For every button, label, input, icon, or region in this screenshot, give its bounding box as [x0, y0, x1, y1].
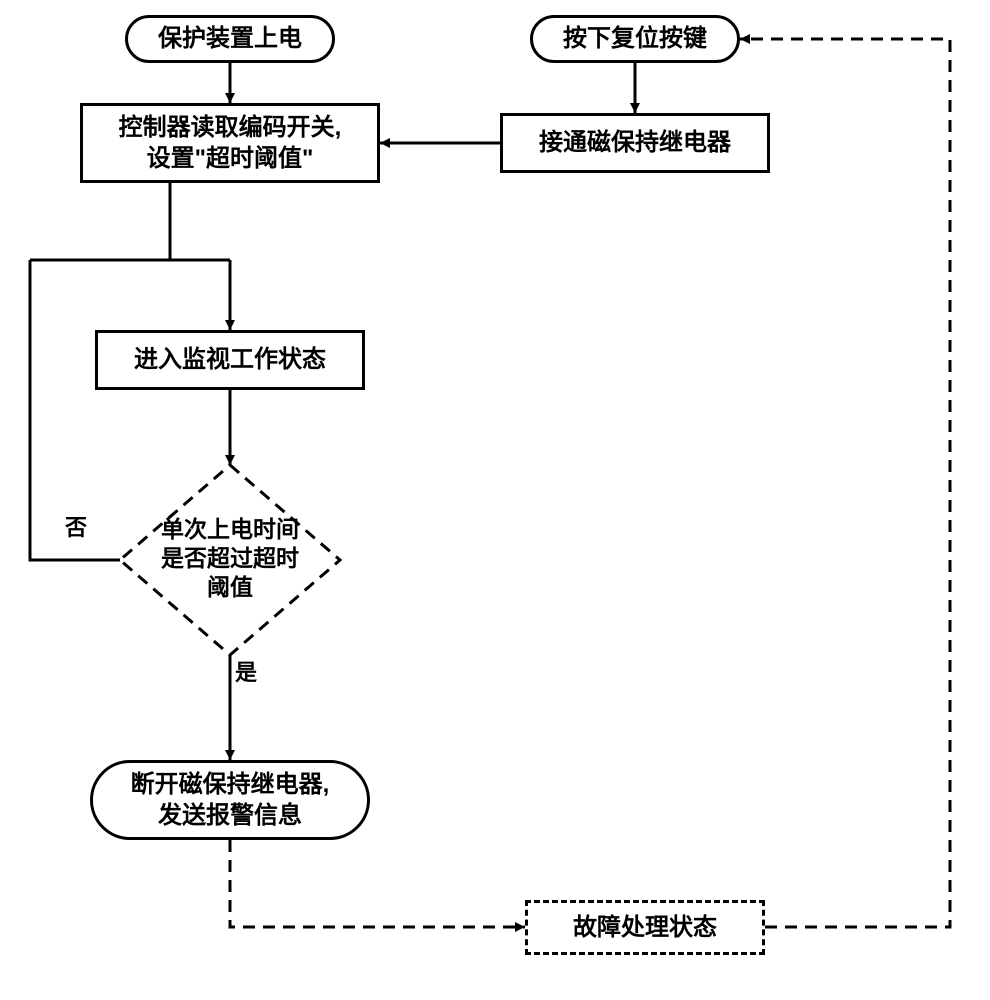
node-power-on: 保护装置上电	[125, 15, 335, 63]
node-label: 断开磁保持继电器,发送报警信息	[131, 769, 330, 831]
node-label: 保护装置上电	[158, 23, 302, 54]
edge-label-yes: 是	[235, 655, 257, 687]
node-read-encoder: 控制器读取编码开关,设置"超时阈值"	[80, 103, 380, 183]
node-label: 故障处理状态	[573, 912, 717, 943]
node-fault-handling: 故障处理状态	[525, 900, 765, 955]
node-label: 接通磁保持继电器	[539, 127, 731, 158]
edge-label-no: 否	[65, 510, 87, 542]
node-label: 单次上电时间是否超过超时阈值	[161, 516, 299, 600]
node-press-reset: 按下复位按键	[530, 15, 740, 63]
flowchart-canvas: 保护装置上电 按下复位按键 控制器读取编码开关,设置"超时阈值" 接通磁保持继电…	[0, 0, 990, 1000]
node-label: 控制器读取编码开关,设置"超时阈值"	[119, 112, 342, 174]
node-label: 进入监视工作状态	[134, 344, 326, 375]
node-timeout-check: 单次上电时间是否超过超时阈值	[135, 515, 325, 601]
node-relay-on: 接通磁保持继电器	[500, 113, 770, 173]
node-label: 按下复位按键	[563, 23, 707, 54]
node-relay-off-alarm: 断开磁保持继电器,发送报警信息	[90, 760, 370, 840]
node-monitor-state: 进入监视工作状态	[95, 330, 365, 390]
